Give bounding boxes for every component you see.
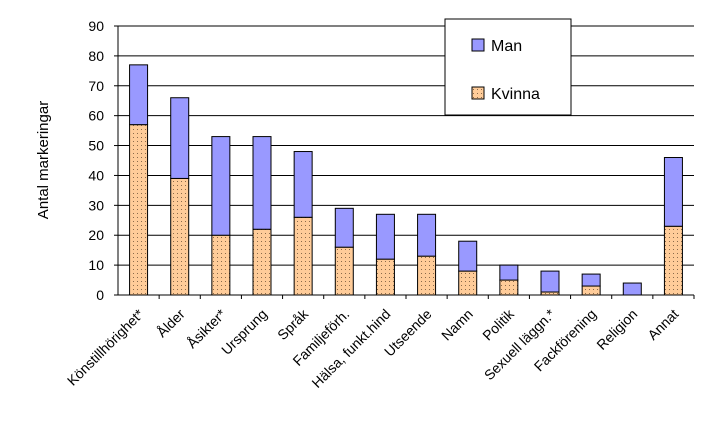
- y-tick-label: 10: [88, 257, 104, 273]
- legend-box: [444, 18, 572, 116]
- x-tick-label: Ålder: [153, 306, 188, 341]
- bar-kvinna: [252, 228, 272, 296]
- y-tick-label: 60: [88, 108, 104, 124]
- bar-man: [540, 270, 560, 293]
- bar-kvinna: [211, 234, 231, 296]
- y-tick-label: 90: [88, 18, 104, 34]
- bar-man: [581, 273, 601, 287]
- bar-man: [129, 64, 149, 126]
- gridlines: [118, 25, 694, 266]
- bar-man: [458, 240, 478, 272]
- y-axis-title: Antal markeringar: [35, 101, 52, 219]
- bar-kvinna: [293, 216, 313, 296]
- bar-kvinna: [499, 279, 519, 296]
- y-tick-label: 40: [88, 167, 104, 183]
- legend-label-man: Man: [491, 38, 522, 55]
- bar-kvinna: [458, 270, 478, 296]
- x-tick-label: Ursprung: [218, 306, 270, 358]
- bar-man: [622, 282, 642, 296]
- bar-man: [252, 136, 272, 230]
- bar-man: [663, 157, 683, 227]
- x-tick-label: Sexuell läggn.*: [481, 305, 559, 383]
- bar-man: [417, 213, 437, 257]
- x-tick-label: Politik: [479, 305, 517, 343]
- bar-kvinna: [129, 124, 149, 296]
- axes: 0 10 20 30 40 50 60 70 80 90 Könstillhörighet* Ålde…: [64, 18, 695, 391]
- x-tick-label: Könstillhörighet*: [64, 305, 147, 388]
- x-tick-label: Namn: [438, 306, 476, 344]
- y-tick-label: 80: [88, 48, 104, 64]
- bar-kvinna: [417, 255, 437, 296]
- legend: Man Kvinna: [444, 18, 572, 116]
- bars: [129, 64, 683, 296]
- bar-kvinna: [581, 285, 601, 296]
- y-tick-label: 50: [88, 138, 104, 154]
- y-tick-label: 0: [96, 287, 104, 303]
- y-tick-label: 20: [88, 227, 104, 243]
- legend-swatch-kvinna: [471, 86, 485, 100]
- y-tick-label: 70: [88, 78, 104, 94]
- x-tick-label: Religion: [593, 306, 640, 353]
- x-tick-label: Språk: [274, 305, 312, 343]
- bar-kvinna: [375, 258, 395, 296]
- bar-man: [499, 264, 519, 281]
- bar-kvinna: [170, 177, 190, 296]
- bar-man: [375, 213, 395, 260]
- y-tick-label: 30: [88, 197, 104, 213]
- bar-kvinna: [663, 225, 683, 296]
- bar-man: [170, 97, 190, 179]
- bar-kvinna: [334, 246, 354, 296]
- legend-label-kvinna: Kvinna: [491, 86, 540, 103]
- bar-man: [211, 136, 231, 236]
- legend-swatch-man: [471, 38, 485, 52]
- bar-man: [334, 207, 354, 248]
- bar-man: [293, 151, 313, 218]
- x-tick-label: Annat: [644, 306, 681, 343]
